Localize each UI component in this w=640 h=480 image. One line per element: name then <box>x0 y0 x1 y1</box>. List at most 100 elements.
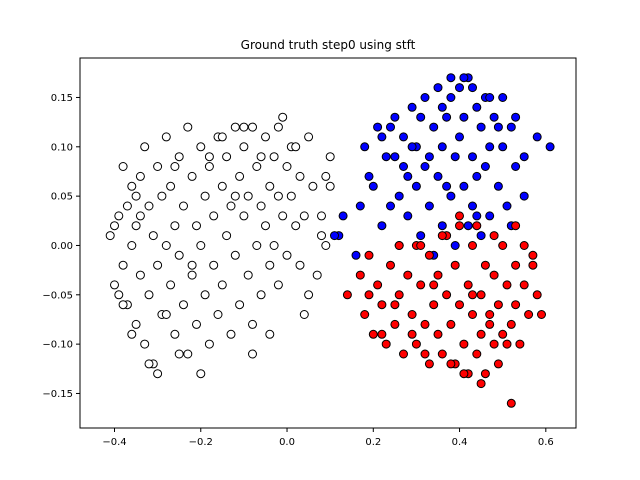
scatter-point <box>127 241 137 250</box>
scatter-point <box>463 280 473 290</box>
scatter-point <box>291 221 301 231</box>
scatter-point <box>114 290 124 300</box>
scatter-point <box>364 290 374 300</box>
scatter-point <box>368 181 378 191</box>
scatter-point <box>135 270 145 280</box>
scatter-point <box>511 300 521 310</box>
scatter-point <box>170 329 180 339</box>
scatter-point <box>437 102 447 112</box>
scatter-point <box>511 221 521 231</box>
scatter-point <box>381 339 391 349</box>
scatter-point <box>502 201 512 211</box>
scatter-point <box>468 241 477 250</box>
scatter-point <box>459 369 469 379</box>
scatter-point <box>153 260 163 270</box>
scatter-point <box>407 329 417 339</box>
scatter-point <box>282 162 292 171</box>
scatter-point <box>420 162 430 171</box>
scatter-point <box>273 280 283 290</box>
scatter-point <box>122 201 132 211</box>
scatter-point <box>166 181 176 191</box>
y-tick-label: −0.05 <box>42 290 73 301</box>
scatter-point <box>511 112 521 122</box>
scatter-point <box>161 310 171 319</box>
scatter-point <box>476 231 486 241</box>
scatter-point <box>230 122 240 132</box>
scatter-point <box>442 181 452 191</box>
scatter-point <box>131 319 141 329</box>
scatter-point <box>429 122 439 132</box>
scatter-point <box>140 339 150 349</box>
scatter-point <box>493 359 503 369</box>
x-tick-label: 0.2 <box>365 437 381 448</box>
scatter-point <box>407 142 417 152</box>
scatter-point <box>196 369 206 379</box>
scatter-point <box>468 83 477 93</box>
scatter-point <box>304 290 314 300</box>
scatter-point <box>485 93 495 102</box>
scatter-point <box>174 152 184 162</box>
scatter-point <box>265 181 275 191</box>
x-axis: −0.4 −0.2 0.0 0.2 0.4 0.6 <box>102 428 554 448</box>
scatter-point <box>325 152 335 162</box>
scatter-point <box>368 329 378 339</box>
scatter-point <box>524 310 534 319</box>
scatter-point <box>377 132 387 142</box>
scatter-point <box>437 142 447 152</box>
scatter-point <box>252 241 262 250</box>
x-tick-label: −0.4 <box>102 437 126 448</box>
scatter-point <box>135 211 145 221</box>
scatter-point <box>170 221 180 231</box>
scatter-point <box>429 300 439 310</box>
scatter-point <box>338 211 348 221</box>
scatter-point <box>450 241 460 250</box>
scatter-point <box>261 221 270 231</box>
scatter-point <box>342 290 352 300</box>
scatter-point <box>166 280 176 290</box>
scatter-point <box>265 329 275 339</box>
y-axis: −0.15 −0.10 −0.05 0.00 0.05 0.10 0.15 <box>42 93 80 400</box>
scatter-point <box>377 329 387 339</box>
scatter-point <box>377 300 387 310</box>
scatter-point <box>416 231 426 241</box>
scatter-point <box>355 201 365 211</box>
scatter-point <box>450 260 460 270</box>
scatter-point <box>442 290 452 300</box>
scatter-point <box>506 122 516 132</box>
scatter-point <box>248 319 257 329</box>
scatter-point <box>179 201 188 211</box>
scatter-point <box>476 379 486 389</box>
scatter-point <box>446 93 456 102</box>
points-layer <box>105 73 555 408</box>
scatter-point <box>179 300 188 310</box>
scatter-point <box>248 122 257 132</box>
scatter-point <box>196 142 206 152</box>
scatter-point <box>351 250 361 260</box>
scatter-point <box>110 280 119 290</box>
scatter-point <box>183 122 193 132</box>
scatter-point <box>442 112 452 122</box>
scatter-point <box>528 260 538 270</box>
scatter-point <box>399 162 408 171</box>
y-tick-label: 0.15 <box>51 93 73 104</box>
scatter-point <box>140 142 150 152</box>
scatter-point <box>403 171 413 181</box>
scatter-point <box>127 181 137 191</box>
scatter-point <box>433 83 443 93</box>
scatter-point <box>174 349 184 359</box>
scatter-point <box>433 171 443 181</box>
scatter-point <box>545 142 555 152</box>
scatter-point <box>252 162 262 171</box>
x-tick-label: −0.2 <box>189 437 213 448</box>
scatter-point <box>390 300 400 310</box>
scatter-point <box>403 211 413 221</box>
scatter-point <box>390 152 400 162</box>
scatter-point <box>472 221 482 231</box>
scatter-point <box>295 260 305 270</box>
scatter-point <box>455 83 464 93</box>
scatter-point <box>148 231 158 241</box>
scatter-point <box>239 142 249 152</box>
scatter-point <box>144 290 154 300</box>
scatter-point <box>192 319 201 329</box>
